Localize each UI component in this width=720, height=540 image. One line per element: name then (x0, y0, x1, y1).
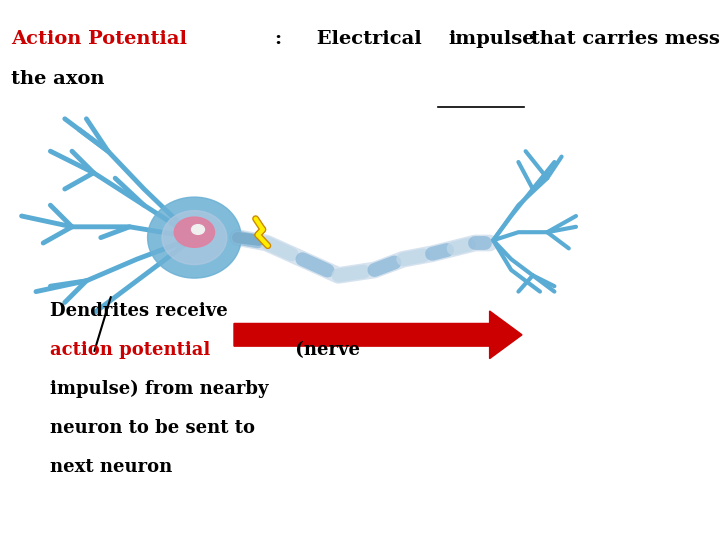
Text: (nerve: (nerve (289, 341, 360, 359)
Text: that carries messages down: that carries messages down (524, 30, 720, 48)
Text: Action Potential: Action Potential (11, 30, 186, 48)
Text: next neuron: next neuron (50, 458, 173, 476)
Text: :: : (274, 30, 282, 48)
Ellipse shape (148, 197, 241, 278)
Text: action potential: action potential (50, 341, 211, 359)
Circle shape (174, 217, 215, 247)
Text: Electrical: Electrical (310, 30, 428, 48)
Text: the axon: the axon (11, 70, 104, 88)
Text: neuron to be sent to: neuron to be sent to (50, 419, 256, 437)
Text: impulse: impulse (449, 30, 535, 48)
Text: Dendrites receive: Dendrites receive (50, 302, 228, 320)
Circle shape (192, 225, 204, 234)
Text: impulse) from nearby: impulse) from nearby (50, 380, 269, 399)
Ellipse shape (162, 211, 227, 265)
FancyArrow shape (234, 311, 522, 359)
